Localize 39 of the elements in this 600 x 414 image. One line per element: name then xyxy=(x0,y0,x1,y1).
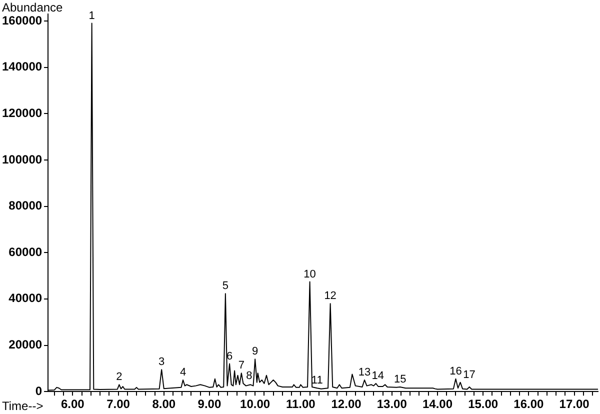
x-tick-label: 16.00 xyxy=(514,397,544,412)
x-tick-label: 17.00 xyxy=(559,397,590,412)
annotation: 4 xyxy=(180,366,186,379)
y-tick-label: 100000 xyxy=(2,152,42,166)
annotation: 7 xyxy=(238,360,244,372)
x-tick-label: 9.00 xyxy=(198,397,222,412)
y-tick-label: 0 xyxy=(35,384,42,398)
annotation: 14 xyxy=(372,370,384,382)
x-tick-label: 8.00 xyxy=(152,397,176,412)
x-axis-title: Time--> xyxy=(2,398,44,413)
x-tick-label: 11.00 xyxy=(286,397,316,412)
y-axis-title: Abundance xyxy=(2,0,64,14)
annotation: 17 xyxy=(463,368,476,381)
y-tick-label: 60000 xyxy=(8,244,42,259)
x-tick-label: 14.00 xyxy=(422,397,453,412)
annotation: 9 xyxy=(252,346,258,358)
y-tick-label: 160000 xyxy=(2,13,42,28)
x-tick-label: 7.00 xyxy=(106,397,130,412)
y-tick-label: 120000 xyxy=(2,106,42,120)
annotation: 13 xyxy=(358,366,371,379)
annotation: 8 xyxy=(246,370,252,382)
x-tick-label: 10.00 xyxy=(240,397,270,412)
annotation: 10 xyxy=(304,268,316,280)
annotation: 2 xyxy=(116,371,122,384)
y-tick-label: 40000 xyxy=(8,291,42,306)
x-tick-label: 12.00 xyxy=(331,397,362,412)
x-tick-label: 13.00 xyxy=(376,397,408,412)
y-tick-label: 140000 xyxy=(2,60,42,74)
x-tick-label: 15.00 xyxy=(468,397,498,412)
x-tick-label: 6.00 xyxy=(60,397,85,412)
annotation: 15 xyxy=(394,374,406,386)
y-tick-label: 80000 xyxy=(8,198,42,213)
annotation: 1 xyxy=(88,10,95,22)
annotation: 16 xyxy=(450,365,462,378)
annotation: 3 xyxy=(158,356,165,368)
y-tick-label: 20000 xyxy=(8,338,42,352)
annotation: 12 xyxy=(324,290,336,302)
annotation: 5 xyxy=(222,280,228,292)
annotation: 6 xyxy=(226,350,233,362)
